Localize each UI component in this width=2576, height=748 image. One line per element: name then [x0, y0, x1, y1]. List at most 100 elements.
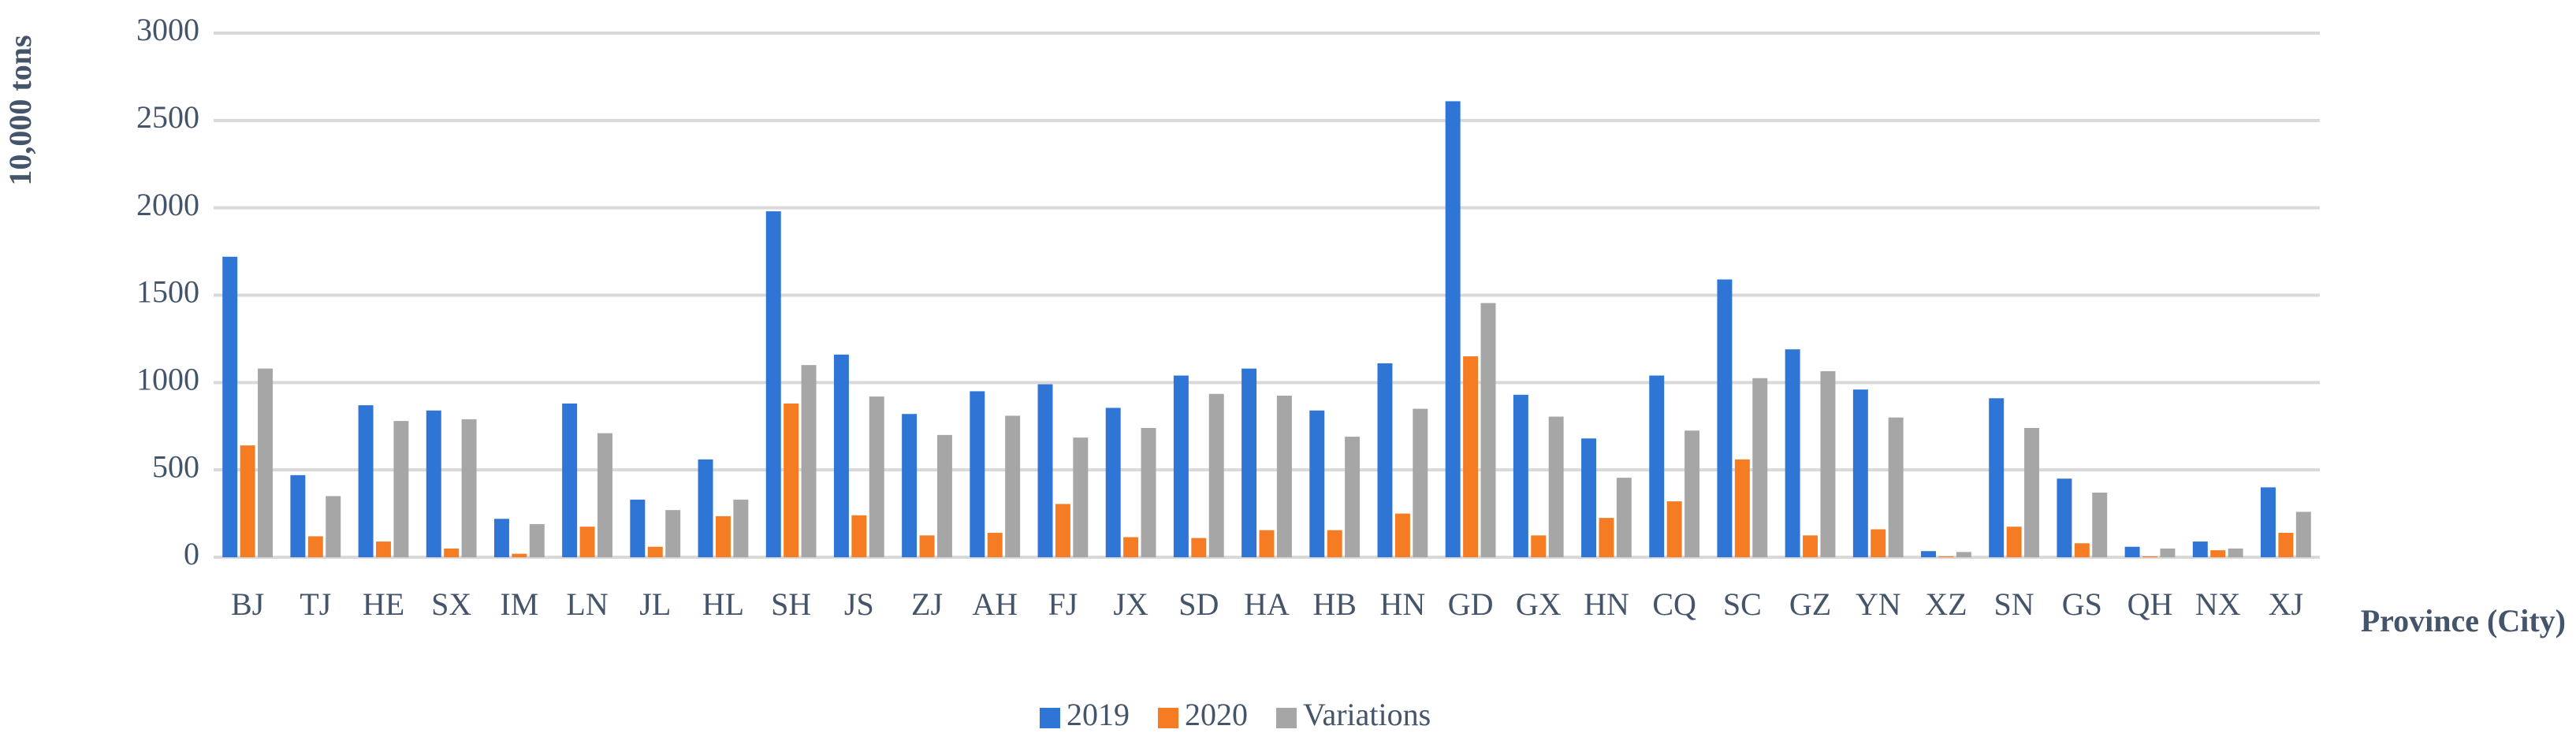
bar: [222, 256, 238, 557]
bar: [1141, 427, 1156, 557]
bar: [784, 403, 799, 557]
bar: [326, 496, 341, 557]
bar: [1208, 393, 1224, 557]
bar: [1548, 416, 1564, 557]
legend-label: 2020: [1185, 697, 1248, 732]
legend-swatch: [1158, 708, 1178, 728]
bar: [493, 519, 509, 557]
x-tick-label: NX: [2195, 586, 2241, 622]
x-tick-label: ZJ: [911, 586, 943, 622]
x-tick-label: IM: [500, 586, 538, 622]
bar: [1241, 368, 1257, 557]
bar: [529, 523, 545, 557]
bar: [2006, 527, 2022, 557]
bar: [715, 515, 731, 557]
bar: [393, 421, 409, 557]
bar: [1073, 437, 1089, 557]
bar: [240, 445, 255, 557]
bar: [1649, 375, 1665, 557]
bar: [1785, 349, 1800, 557]
x-tick-label: HN: [1379, 586, 1425, 622]
x-tick-label: AH: [972, 586, 1018, 622]
bar: [376, 541, 391, 557]
x-tick-label: SN: [1994, 586, 2034, 622]
bar: [1531, 535, 1547, 557]
bar: [1581, 438, 1597, 557]
bar: [1345, 437, 1361, 557]
bar: [1752, 378, 1768, 557]
bar: [2228, 548, 2243, 557]
bar: [1259, 530, 1275, 557]
bar: [851, 515, 867, 557]
bar: [733, 499, 749, 557]
bar: [1327, 530, 1342, 557]
x-tick-label: SH: [771, 586, 811, 622]
x-axis-title: Province (City): [2361, 603, 2566, 638]
bar: [1445, 101, 1461, 557]
y-tick-label: 3000: [136, 12, 199, 47]
bar: [698, 459, 713, 557]
bar: [579, 527, 595, 557]
bar: [1513, 394, 1528, 557]
bar: [647, 546, 663, 557]
bar: [801, 365, 817, 557]
bar: [987, 532, 1003, 557]
x-tick-label: XJ: [2269, 586, 2303, 622]
x-tick-label: GZ: [1789, 586, 1831, 622]
bar: [869, 396, 884, 557]
bar: [1480, 303, 1496, 557]
bar: [1191, 538, 1207, 557]
x-tick-label: HA: [1244, 586, 1290, 622]
x-tick-label: JX: [1113, 586, 1148, 622]
x-tick-label: HL: [702, 586, 744, 622]
bar: [562, 403, 578, 557]
x-tick-label: LN: [566, 586, 608, 622]
bar: [1820, 370, 1836, 557]
bar: [2057, 478, 2072, 557]
bar: [1921, 551, 1937, 557]
bar: [512, 553, 527, 557]
bar: [258, 368, 273, 557]
bar: [2295, 512, 2311, 557]
bar: [1005, 415, 1021, 557]
y-tick-label: 2000: [136, 187, 199, 222]
bar: [1684, 430, 1700, 557]
bar: [1105, 407, 1121, 557]
bar: [1599, 518, 1614, 557]
y-tick-label: 0: [184, 536, 199, 571]
bar: [444, 548, 460, 557]
bar: [1616, 478, 1632, 557]
x-tick-label: XZ: [1925, 586, 1967, 622]
bar: [765, 211, 781, 557]
bar: [2124, 546, 2140, 557]
bar: [1123, 537, 1139, 557]
bar: [1803, 535, 1818, 557]
x-tick-label: CQ: [1652, 586, 1696, 622]
bar: [1666, 501, 1682, 557]
x-tick-label: SC: [1723, 586, 1762, 622]
bar: [630, 499, 646, 557]
bar: [2024, 427, 2040, 557]
y-axis-title: 10,000 tons: [2, 35, 38, 185]
x-tick-label: HB: [1312, 586, 1357, 622]
x-tick-label: JL: [639, 586, 671, 622]
bar: [290, 474, 306, 557]
bar: [2278, 532, 2294, 557]
bar: [2092, 492, 2108, 557]
bar: [919, 535, 935, 557]
bar: [1717, 279, 1733, 557]
y-tick-label: 500: [152, 448, 199, 484]
x-tick-label: HN: [1584, 586, 1629, 622]
bar: [2074, 543, 2090, 557]
bar: [307, 536, 323, 557]
x-tick-label: TJ: [300, 586, 331, 622]
bar: [1734, 459, 1750, 557]
bar: [2210, 550, 2226, 557]
bar: [2160, 548, 2176, 557]
bar: [1055, 504, 1070, 557]
bar: [461, 419, 477, 557]
bar: [426, 410, 441, 557]
x-tick-label: QH: [2127, 586, 2173, 622]
